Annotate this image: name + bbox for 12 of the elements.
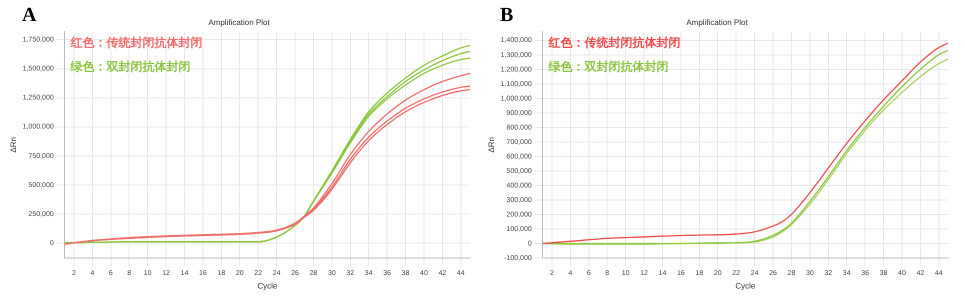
text: 绿色：双封闭抗体封闭: [548, 60, 669, 74]
y-axis-title: ΔRn: [9, 137, 18, 153]
text: 红色：传统封闭抗体封闭: [548, 36, 681, 50]
text: 绿色：双封闭抗体封闭: [70, 60, 191, 74]
chart-title: Amplification Plot: [686, 18, 748, 28]
chart-title: Amplification Plot: [208, 18, 270, 28]
text: A: [22, 4, 37, 26]
x-axis-title: Cycle: [257, 281, 278, 290]
x-axis-title: Cycle: [735, 281, 756, 290]
text: 红色：传统封闭抗体封闭: [70, 36, 203, 50]
y-axis-title: ΔRn: [487, 137, 496, 153]
text: B: [500, 4, 514, 26]
